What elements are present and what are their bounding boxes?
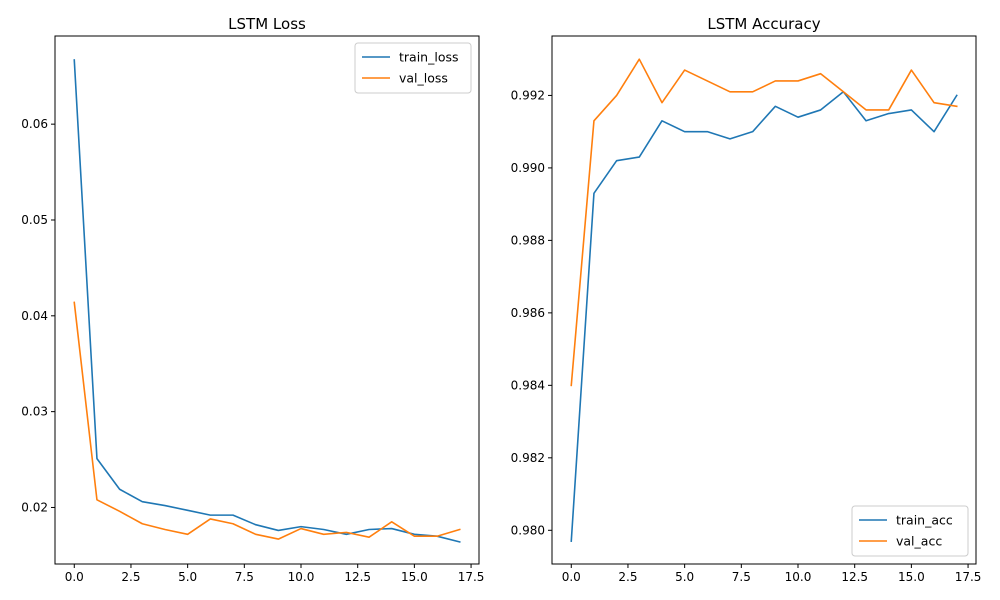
accuracy-y-tick-label: 0.984: [511, 378, 545, 392]
loss-x-tick-label: 5.0: [178, 570, 197, 584]
loss-x-tick-label: 10.0: [288, 570, 315, 584]
accuracy-y-tick-label: 0.992: [511, 88, 545, 102]
accuracy-y-tick-label: 0.986: [511, 306, 545, 320]
accuracy-x-tick-label: 5.0: [675, 570, 694, 584]
loss-x-tick-label: 2.5: [121, 570, 140, 584]
loss-y-tick-label: 0.06: [21, 117, 48, 131]
accuracy-x-tick-label: 0.0: [562, 570, 581, 584]
loss-series-train-loss: [73, 59, 461, 543]
accuracy-legend-label: train_acc: [896, 513, 953, 528]
accuracy-legend-box: [851, 505, 969, 557]
accuracy-x-tick-label: 15.0: [898, 570, 925, 584]
accuracy-x-tick-label: 17.5: [955, 570, 982, 584]
accuracy-x-tick-label: 10.0: [785, 570, 812, 584]
loss-y-tick-label: 0.05: [21, 213, 48, 227]
accuracy-y-tick-label: 0.988: [511, 233, 545, 247]
accuracy-legend: train_acc val_acc: [851, 505, 969, 557]
loss-x-tick-label: 0.0: [65, 570, 84, 584]
loss-legend-label: train_loss: [399, 50, 459, 65]
accuracy-plot-frame: [551, 35, 977, 565]
accuracy-y-tick-label: 0.982: [511, 451, 545, 465]
loss-x-tick-label: 7.5: [235, 570, 254, 584]
loss-y-tick-label: 0.02: [21, 500, 48, 514]
loss-y-tick-label: 0.03: [21, 405, 48, 419]
accuracy-series-train-acc: [570, 91, 958, 543]
loss-legend-label: val_loss: [399, 71, 448, 86]
loss-plot-frame: [54, 35, 480, 565]
loss-x-tick-label: 12.5: [344, 570, 371, 584]
loss-x-tick-label: 15.0: [401, 570, 428, 584]
accuracy-y-tick-label: 0.990: [511, 161, 545, 175]
accuracy-x-tick-label: 2.5: [618, 570, 637, 584]
loss-legend: train_loss val_loss: [354, 42, 472, 94]
loss-chart-title: LSTM Loss: [228, 15, 306, 33]
accuracy-y-tick-label: 0.980: [511, 523, 545, 537]
loss-series-val-loss: [73, 301, 461, 540]
accuracy-x-tick-label: 12.5: [841, 570, 868, 584]
accuracy-chart-title: LSTM Accuracy: [707, 15, 820, 33]
loss-x-tick-label: 17.5: [458, 570, 485, 584]
loss-chart-panel: LSTM Loss 0.0 2.5 5.0 7.5 10.0 12.5 15.0 17.5 0…: [21, 15, 484, 584]
accuracy-x-tick-label: 7.5: [732, 570, 751, 584]
accuracy-chart-panel: LSTM Accuracy 0.0 2.5 5.0 7.5 10.0 12.5 15.0 17…: [511, 15, 982, 584]
loss-legend-box: [354, 42, 472, 94]
loss-y-tick-label: 0.04: [21, 309, 48, 323]
accuracy-legend-label: val_acc: [896, 534, 942, 549]
accuracy-series-val-acc: [570, 58, 958, 387]
